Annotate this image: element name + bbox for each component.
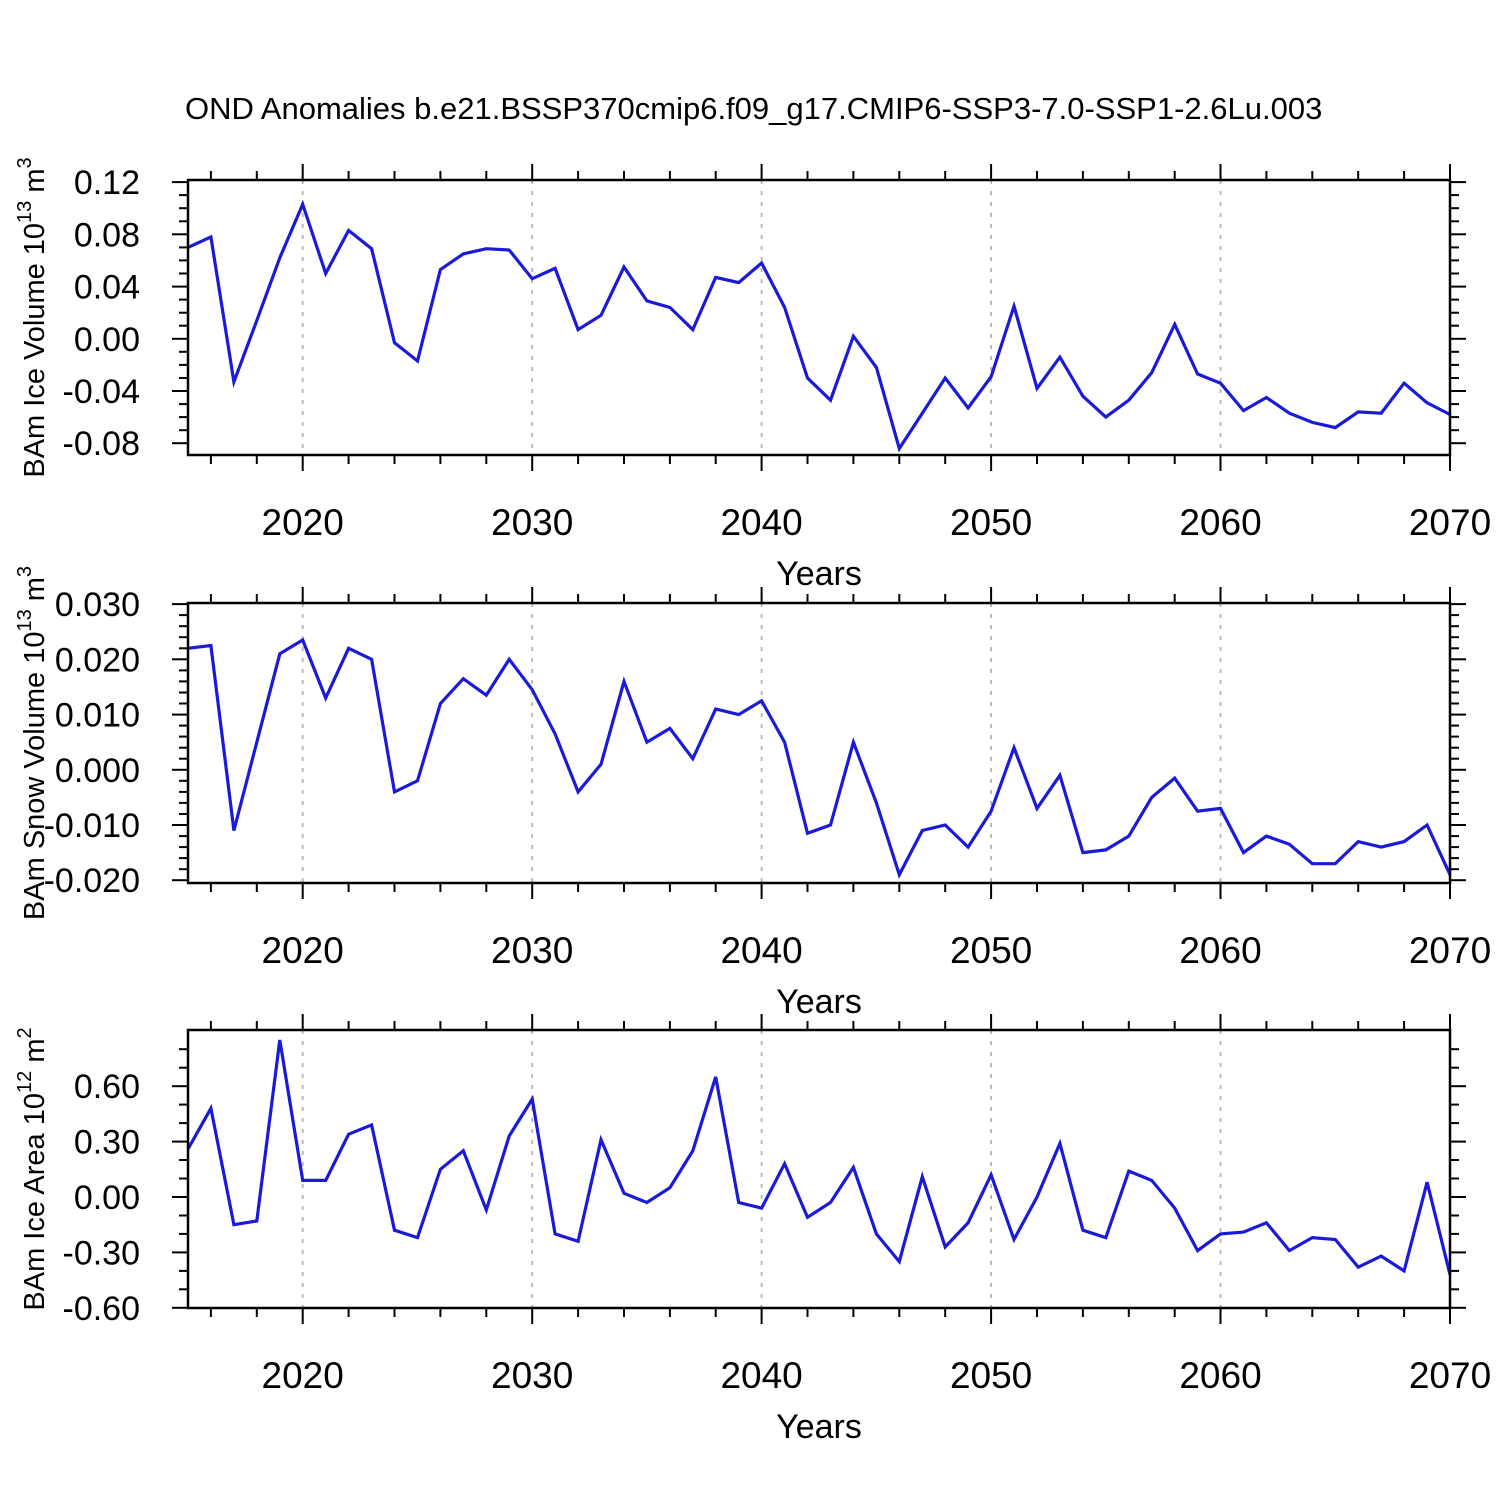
- svg-text:2060: 2060: [1179, 930, 1261, 971]
- x-axis-title: Years: [776, 555, 862, 593]
- data-line-snow-volume: [187, 637, 1452, 879]
- svg-text:0.030: 0.030: [55, 586, 140, 624]
- svg-text:-0.60: -0.60: [63, 1290, 141, 1328]
- svg-text:2040: 2040: [720, 502, 802, 543]
- x-ticks: [209, 1014, 1451, 1324]
- svg-text:-0.08: -0.08: [63, 425, 141, 463]
- svg-text:2050: 2050: [950, 502, 1032, 543]
- x-tick-labels: 2020 2030 2040 2050 2060 2070: [262, 930, 1492, 971]
- gridlines: [301, 180, 1222, 455]
- svg-text:2070: 2070: [1409, 930, 1491, 971]
- svg-text:2070: 2070: [1409, 1355, 1491, 1396]
- y-axis-title: BAm Ice Volume 1013 m3: [14, 157, 51, 477]
- svg-text:2020: 2020: [262, 930, 344, 971]
- svg-text:0.010: 0.010: [55, 697, 140, 735]
- y-ticks: [172, 603, 1466, 882]
- svg-text:0.020: 0.020: [55, 641, 140, 679]
- gridlines: [301, 603, 1222, 883]
- svg-text:0.12: 0.12: [74, 164, 140, 202]
- svg-text:2020: 2020: [262, 1355, 344, 1396]
- plot-box: [186, 178, 1452, 457]
- data-line-ice-volume: [187, 199, 1451, 453]
- svg-text:2040: 2040: [720, 1355, 802, 1396]
- y-tick-labels: 0.030 0.020 0.010 0.000 -0.010 -0.020: [44, 586, 140, 900]
- svg-text:0.04: 0.04: [74, 269, 140, 307]
- y-tick-labels: 0.12 0.08 0.04 0.00 -0.04 -0.08: [63, 164, 141, 463]
- y-axis-title: BAm Snow Volume 1013 m3: [14, 566, 51, 920]
- svg-text:2030: 2030: [491, 1355, 573, 1396]
- chart-title: OND Anomalies b.e21.BSSP370cmip6.f09_g17…: [185, 91, 1323, 126]
- svg-text:-0.010: -0.010: [44, 807, 140, 845]
- svg-text:2060: 2060: [1179, 1355, 1261, 1396]
- x-axis-title: Years: [776, 983, 862, 1021]
- svg-text:2030: 2030: [491, 502, 573, 543]
- x-ticks: [209, 164, 1451, 471]
- plot-box: [186, 1028, 1452, 1310]
- svg-text:0.00: 0.00: [74, 1179, 140, 1217]
- x-axis-title: Years: [776, 1408, 862, 1446]
- svg-text:2050: 2050: [950, 930, 1032, 971]
- svg-text:0.08: 0.08: [74, 216, 140, 254]
- svg-text:-0.020: -0.020: [44, 862, 140, 900]
- y-ticks: [172, 1048, 1466, 1309]
- svg-text:2070: 2070: [1409, 502, 1491, 543]
- x-ticks: [209, 587, 1451, 899]
- svg-text:-0.04: -0.04: [63, 373, 141, 411]
- svg-text:0.000: 0.000: [55, 752, 140, 790]
- svg-text:0.60: 0.60: [74, 1068, 140, 1106]
- gridlines: [301, 1030, 1222, 1308]
- x-tick-labels: 2020 2030 2040 2050 2060 2070: [262, 502, 1492, 543]
- x-tick-labels: 2020 2030 2040 2050 2060 2070: [262, 1355, 1492, 1396]
- data-line-ice-area: [186, 1039, 1452, 1275]
- y-axis-title: BAm Ice Area 1012 m2: [14, 1027, 51, 1310]
- svg-text:2060: 2060: [1179, 502, 1261, 543]
- panel-snow-volume: 0.030 0.020 0.010 0.000 -0.010 -0.020 2020 2030…: [14, 566, 1491, 1021]
- svg-text:0.30: 0.30: [74, 1124, 140, 1162]
- svg-text:2050: 2050: [950, 1355, 1032, 1396]
- svg-text:2020: 2020: [262, 502, 344, 543]
- y-tick-labels: 0.60 0.30 0.00 -0.30 -0.60: [63, 1068, 141, 1328]
- y-ticks: [172, 181, 1466, 445]
- svg-text:2030: 2030: [491, 930, 573, 971]
- svg-text:2040: 2040: [720, 930, 802, 971]
- svg-text:0.00: 0.00: [74, 321, 140, 359]
- svg-text:-0.30: -0.30: [63, 1234, 141, 1272]
- plot-box: [186, 601, 1452, 885]
